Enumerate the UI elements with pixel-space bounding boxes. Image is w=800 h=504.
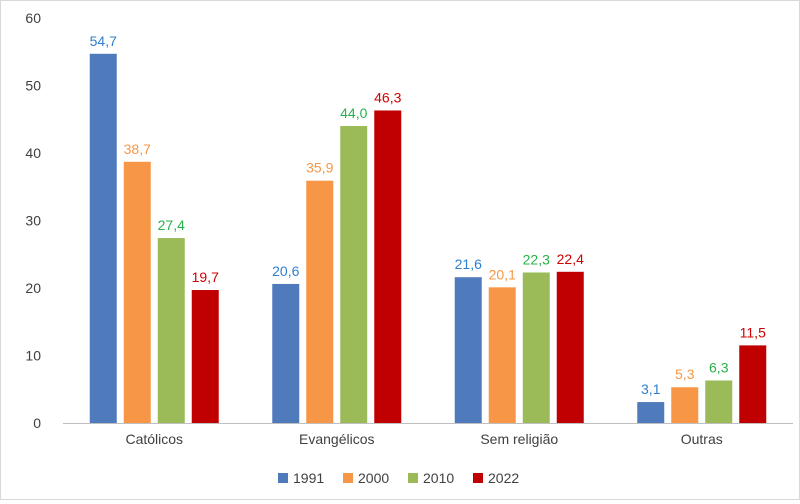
y-tick-label: 40 [25, 145, 41, 161]
data-label: 27,4 [158, 217, 185, 233]
data-label: 22,3 [523, 251, 550, 267]
bar-2000-4 [671, 387, 699, 423]
category-label: Outras [681, 431, 723, 447]
data-label: 46,3 [374, 89, 401, 105]
bar-2022-1 [191, 290, 219, 423]
bar-2000-2 [306, 180, 334, 423]
legend-label: 2000 [358, 470, 389, 486]
data-label: 20,6 [272, 263, 299, 279]
legend-swatch-2022 [473, 473, 483, 483]
bar-2000-1 [123, 161, 151, 423]
data-label: 6,3 [709, 359, 729, 375]
bar-2010-4 [705, 380, 733, 423]
data-label: 5,3 [675, 366, 695, 382]
bars-group [89, 53, 767, 424]
y-tick-label: 10 [25, 348, 41, 364]
category-label: Sem religião [480, 431, 558, 447]
bar-1991-2 [272, 283, 300, 423]
y-axis-ticks: 0 10 20 30 40 50 60 [25, 10, 41, 431]
data-label: 19,7 [192, 269, 219, 285]
bar-2022-3 [556, 271, 584, 423]
bar-1991-4 [637, 402, 665, 423]
data-label: 44,0 [340, 105, 367, 121]
legend-swatch-2000 [343, 473, 353, 483]
bar-2010-3 [522, 272, 550, 423]
legend-label: 2010 [423, 470, 454, 486]
bar-1991-1 [89, 53, 117, 424]
legend-label: 2022 [488, 470, 519, 486]
bar-2010-1 [157, 238, 185, 423]
data-label: 38,7 [124, 141, 151, 157]
category-label: Católicos [125, 431, 183, 447]
data-label: 54,7 [90, 33, 117, 49]
bar-2022-4 [739, 345, 767, 423]
category-label: Evangélicos [299, 431, 375, 447]
legend: 1991 2000 2010 2022 [278, 470, 519, 486]
bar-2022-2 [374, 110, 402, 423]
y-tick-label: 20 [25, 280, 41, 296]
data-label: 3,1 [641, 381, 661, 397]
data-label: 20,1 [489, 266, 516, 282]
data-label: 21,6 [455, 256, 482, 272]
legend-swatch-2010 [408, 473, 418, 483]
y-tick-label: 30 [25, 213, 41, 229]
data-label: 35,9 [306, 160, 333, 176]
y-tick-label: 60 [25, 10, 41, 26]
bar-1991-3 [454, 277, 482, 423]
data-label: 11,5 [740, 324, 766, 340]
bar-2010-2 [340, 126, 368, 423]
data-labels-group: 54,7 38,7 27,4 19,7 20,6 35,9 44,0 46,3 21,6 20,1… [90, 33, 766, 397]
data-label: 22,4 [557, 251, 584, 267]
legend-label: 1991 [293, 470, 324, 486]
y-tick-label: 50 [25, 78, 41, 94]
y-tick-label: 0 [33, 415, 41, 431]
bar-2000-3 [488, 287, 516, 423]
x-axis-categories: Católicos Evangélicos Sem religião Outras [125, 431, 722, 447]
legend-swatch-1991 [278, 473, 288, 483]
